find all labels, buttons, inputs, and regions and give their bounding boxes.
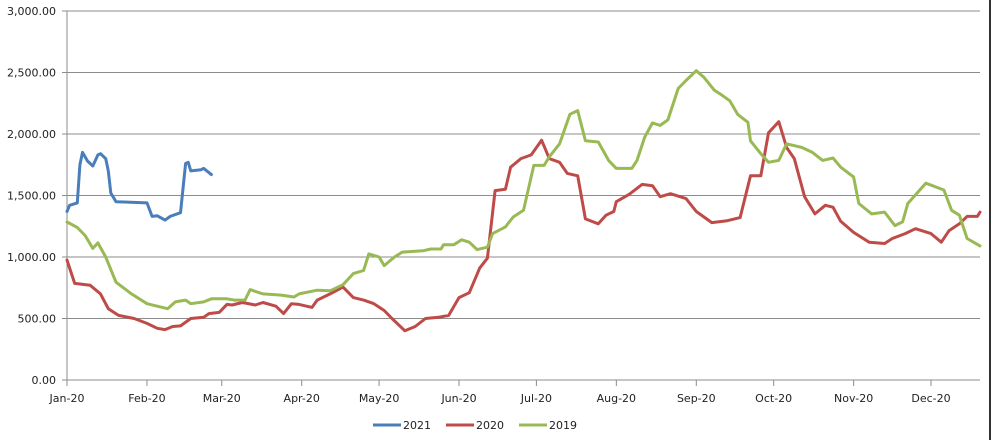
y-tick-label: 2,000.00 — [7, 128, 56, 141]
x-axis: Jan-20 Feb-20 Mar-20 Apr-20 May-20 Jun-20 Jul-… — [49, 379, 980, 405]
x-tick-label: Jul-20 — [520, 392, 552, 405]
x-tick-label: Dec-20 — [911, 392, 950, 405]
series-line-2019 — [65, 69, 982, 311]
y-tick-label: 2,500.00 — [7, 67, 56, 80]
x-tick-label: Feb-20 — [128, 392, 165, 405]
x-tick-label: Oct-20 — [755, 392, 792, 405]
series-line-2021 — [65, 150, 213, 222]
x-tick-label: Nov-20 — [834, 392, 873, 405]
x-tick-label: Mar-20 — [203, 392, 241, 405]
y-tick-label: 0.00 — [32, 374, 57, 387]
legend-label-2019: 2019 — [549, 419, 577, 432]
x-tick-label: May-20 — [359, 392, 400, 405]
legend: 2021 2020 2019 — [373, 419, 577, 432]
gridlines — [67, 10, 980, 319]
y-tick-label: 3,000.00 — [7, 5, 56, 18]
legend-label-2020: 2020 — [476, 419, 504, 432]
x-tick-label: Apr-20 — [284, 392, 320, 405]
y-tick-label: 1,500.00 — [7, 190, 56, 203]
y-axis: 0.00 500.00 1,000.00 1,500.00 2,000.00 2,500.… — [7, 5, 68, 387]
y-tick-label: 1,000.00 — [7, 251, 56, 264]
series-lines — [65, 69, 982, 333]
x-tick-label: Jun-20 — [440, 392, 476, 405]
series-line-2020 — [65, 120, 982, 333]
y-tick-label: 500.00 — [18, 313, 57, 326]
x-tick-label: Jan-20 — [49, 392, 85, 405]
x-tick-label: Sep-20 — [677, 392, 716, 405]
legend-label-2021: 2021 — [403, 419, 431, 432]
x-tick-label: Aug-20 — [597, 392, 636, 405]
